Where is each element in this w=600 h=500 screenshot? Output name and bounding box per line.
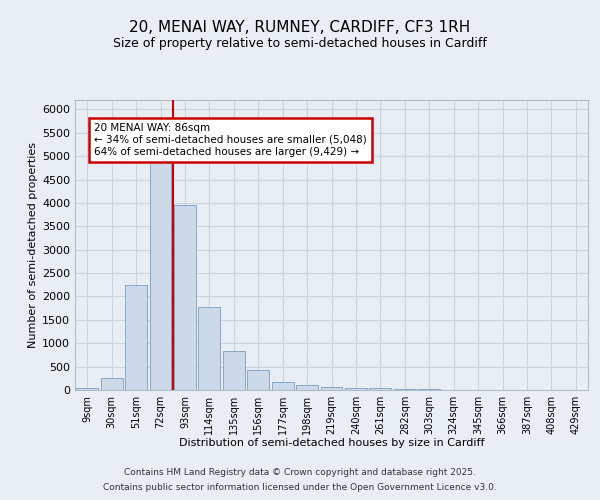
Bar — [76, 388, 98, 390]
Bar — [320, 387, 343, 390]
Text: Contains HM Land Registry data © Crown copyright and database right 2025.: Contains HM Land Registry data © Crown c… — [124, 468, 476, 477]
Bar — [174, 205, 196, 390]
Text: Contains public sector information licensed under the Open Government Licence v3: Contains public sector information licen… — [103, 483, 497, 492]
Bar — [345, 388, 367, 390]
Bar — [223, 350, 245, 390]
Bar — [296, 385, 318, 390]
Bar — [247, 370, 269, 390]
X-axis label: Distribution of semi-detached houses by size in Cardiff: Distribution of semi-detached houses by … — [179, 438, 484, 448]
Bar — [101, 378, 122, 390]
Bar — [149, 157, 172, 390]
Bar — [199, 306, 220, 390]
Bar — [394, 389, 416, 390]
Text: 20 MENAI WAY: 86sqm
← 34% of semi-detached houses are smaller (5,048)
64% of sem: 20 MENAI WAY: 86sqm ← 34% of semi-detach… — [94, 124, 367, 156]
Text: 20, MENAI WAY, RUMNEY, CARDIFF, CF3 1RH: 20, MENAI WAY, RUMNEY, CARDIFF, CF3 1RH — [130, 20, 470, 35]
Bar — [125, 285, 147, 390]
Text: Size of property relative to semi-detached houses in Cardiff: Size of property relative to semi-detach… — [113, 38, 487, 51]
Bar — [370, 388, 391, 390]
Y-axis label: Number of semi-detached properties: Number of semi-detached properties — [28, 142, 38, 348]
Bar — [272, 382, 293, 390]
